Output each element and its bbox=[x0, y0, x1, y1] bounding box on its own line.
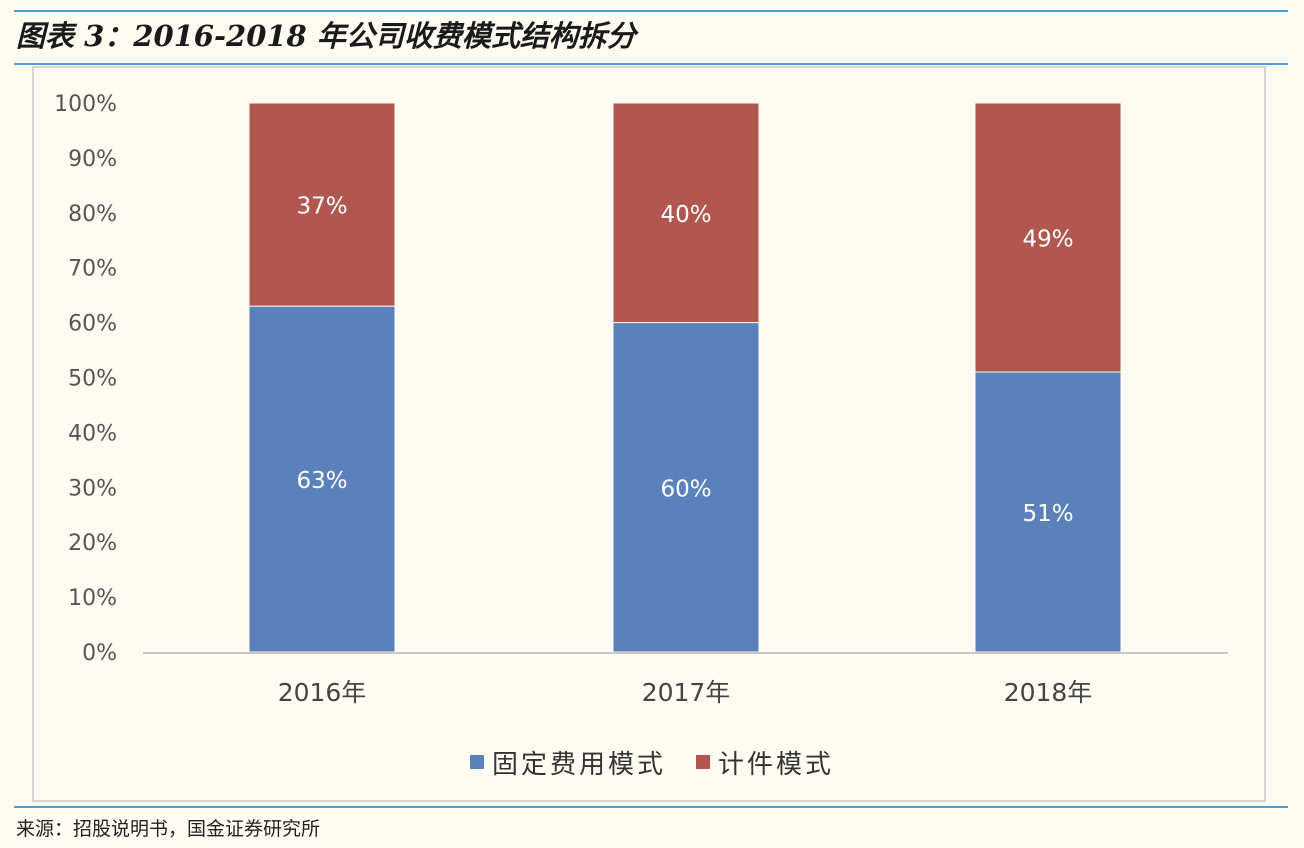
y-tick-label: 60% bbox=[68, 312, 117, 337]
y-tick-label: 10% bbox=[68, 586, 117, 611]
y-tick-label: 90% bbox=[68, 147, 117, 172]
bar-segment-fixed-fee bbox=[974, 371, 1122, 653]
data-label: 37% bbox=[296, 194, 347, 220]
bottom-divider bbox=[14, 806, 1288, 808]
y-tick-label: 30% bbox=[68, 476, 117, 501]
x-category-label: 2016年 bbox=[278, 678, 367, 707]
y-tick-label: 0% bbox=[82, 641, 117, 666]
x-category-label: 2017年 bbox=[642, 678, 731, 707]
data-label: 60% bbox=[660, 476, 711, 502]
legend-label-per-piece: 计件模式 bbox=[718, 749, 835, 780]
y-tick-label: 20% bbox=[68, 531, 117, 556]
title-divider bbox=[14, 63, 1288, 65]
x-category-label: 2018年 bbox=[1004, 678, 1093, 707]
legend-item-fixed-fee: 固定费用模式 bbox=[469, 744, 666, 781]
bar-segment-per-piece bbox=[612, 102, 760, 324]
y-tick-label: 70% bbox=[68, 257, 117, 282]
bar-segment-per-piece bbox=[974, 102, 1122, 373]
y-tick-label: 100% bbox=[54, 92, 117, 117]
chart-legend: 固定费用模式 计件模式 bbox=[0, 740, 1304, 784]
bar-segment-fixed-fee bbox=[612, 322, 760, 653]
data-label: 63% bbox=[296, 468, 347, 494]
bar-segment-per-piece bbox=[248, 102, 396, 307]
legend-item-per-piece: 计件模式 bbox=[696, 744, 834, 781]
source-note: 来源：招股说明书，国金证券研究所 bbox=[16, 818, 321, 840]
y-tick-label: 50% bbox=[68, 367, 117, 392]
data-label: 40% bbox=[660, 202, 711, 228]
bar-segment-fixed-fee bbox=[248, 305, 396, 653]
top-border bbox=[14, 10, 1288, 12]
y-tick-label: 40% bbox=[68, 421, 117, 446]
data-label: 51% bbox=[1022, 501, 1073, 527]
figure-title: 图表 3：2016-2018 年公司收费模式结构拆分 bbox=[16, 19, 636, 53]
data-label: 49% bbox=[1022, 227, 1073, 253]
legend-swatch-fixed-fee bbox=[469, 755, 484, 769]
legend-swatch-per-piece bbox=[696, 755, 710, 769]
y-tick-label: 80% bbox=[68, 202, 117, 227]
legend-label-fixed-fee: 固定费用模式 bbox=[491, 749, 666, 780]
